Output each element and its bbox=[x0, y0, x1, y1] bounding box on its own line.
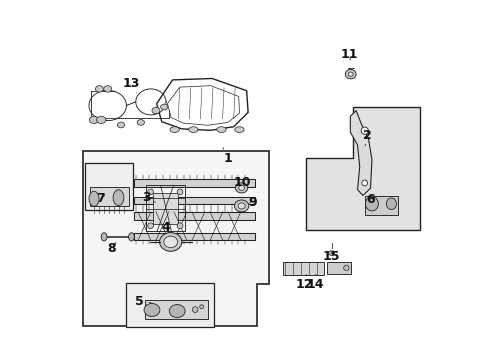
Ellipse shape bbox=[347, 72, 352, 76]
Text: 11: 11 bbox=[340, 48, 358, 60]
Text: 1: 1 bbox=[223, 148, 232, 165]
Bar bbox=[126, 283, 213, 327]
Ellipse shape bbox=[147, 223, 153, 229]
Ellipse shape bbox=[101, 233, 107, 241]
Text: 3: 3 bbox=[142, 191, 155, 204]
Text: 7: 7 bbox=[96, 192, 104, 205]
Ellipse shape bbox=[89, 191, 99, 206]
Bar bbox=[282, 262, 324, 275]
Ellipse shape bbox=[365, 197, 378, 211]
Ellipse shape bbox=[113, 190, 123, 206]
Ellipse shape bbox=[343, 265, 348, 271]
Bar bbox=[85, 163, 132, 210]
Text: 14: 14 bbox=[306, 274, 324, 291]
Ellipse shape bbox=[103, 86, 111, 92]
Ellipse shape bbox=[144, 303, 160, 316]
Ellipse shape bbox=[386, 198, 396, 210]
Polygon shape bbox=[156, 78, 247, 130]
Text: 13: 13 bbox=[122, 77, 140, 93]
Text: 5: 5 bbox=[135, 295, 151, 308]
Bar bbox=[326, 262, 350, 274]
Ellipse shape bbox=[361, 180, 367, 186]
Polygon shape bbox=[306, 107, 419, 230]
Ellipse shape bbox=[177, 223, 183, 229]
Ellipse shape bbox=[170, 127, 179, 132]
Ellipse shape bbox=[188, 127, 198, 132]
Ellipse shape bbox=[238, 185, 244, 190]
Text: 12: 12 bbox=[295, 274, 312, 291]
Text: 15: 15 bbox=[322, 250, 340, 263]
Ellipse shape bbox=[177, 189, 183, 195]
Bar bbox=[133, 212, 255, 220]
Ellipse shape bbox=[137, 120, 144, 125]
Text: 4: 4 bbox=[162, 221, 170, 234]
Ellipse shape bbox=[328, 251, 334, 256]
Text: 9: 9 bbox=[248, 196, 257, 209]
Text: 10: 10 bbox=[233, 176, 250, 189]
Bar bbox=[144, 300, 207, 319]
Ellipse shape bbox=[169, 305, 185, 318]
Bar bbox=[146, 185, 185, 231]
Bar bbox=[133, 233, 255, 240]
Ellipse shape bbox=[235, 183, 247, 193]
Ellipse shape bbox=[147, 189, 153, 195]
Ellipse shape bbox=[234, 200, 248, 212]
Ellipse shape bbox=[95, 86, 103, 92]
Ellipse shape bbox=[361, 127, 367, 134]
Text: 6: 6 bbox=[366, 193, 374, 206]
Ellipse shape bbox=[160, 104, 167, 110]
Bar bbox=[364, 196, 397, 215]
Polygon shape bbox=[83, 151, 268, 326]
Text: 2: 2 bbox=[362, 129, 370, 146]
Polygon shape bbox=[349, 111, 371, 195]
Bar bbox=[133, 197, 255, 204]
Bar bbox=[153, 193, 178, 224]
Ellipse shape bbox=[345, 69, 355, 79]
Ellipse shape bbox=[238, 203, 244, 209]
Text: 8: 8 bbox=[107, 242, 116, 255]
Ellipse shape bbox=[128, 233, 134, 241]
Ellipse shape bbox=[234, 127, 244, 132]
Ellipse shape bbox=[96, 116, 106, 123]
Ellipse shape bbox=[192, 307, 198, 312]
Bar bbox=[89, 187, 128, 206]
Ellipse shape bbox=[89, 116, 99, 123]
Ellipse shape bbox=[159, 233, 182, 251]
Ellipse shape bbox=[152, 107, 160, 114]
Ellipse shape bbox=[199, 305, 203, 309]
Ellipse shape bbox=[216, 127, 225, 132]
Bar bbox=[133, 179, 255, 187]
Ellipse shape bbox=[117, 122, 124, 128]
Ellipse shape bbox=[163, 236, 177, 248]
